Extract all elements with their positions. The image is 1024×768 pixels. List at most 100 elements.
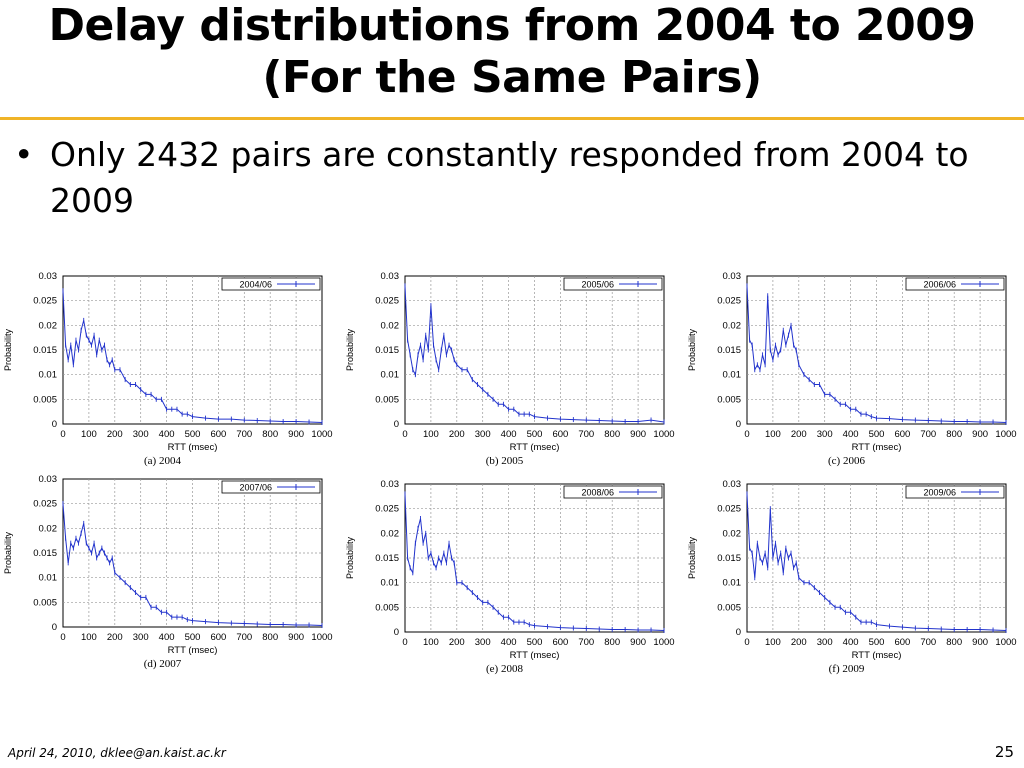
x-tick-label: 800 <box>946 637 962 648</box>
legend-label: 2004/06 <box>239 280 272 290</box>
y-tick-label: 0 <box>736 627 741 638</box>
x-axis-label: RTT (msec) <box>168 645 218 656</box>
chart-panel-2008: 0 100 200 300 400 500 600 700 800 900 1000 0 0.005 0.… <box>342 473 682 698</box>
legend-label: 2009/06 <box>923 488 956 498</box>
x-tick-label: 200 <box>107 632 123 643</box>
y-axis-label: Probability <box>345 328 355 371</box>
chart-panel-2004: 0 100 200 300 400 500 600 700 800 900 1000 0 0.005 0.… <box>0 265 340 490</box>
x-tick-label: 1000 <box>653 429 674 440</box>
chart-svg: 0 100 200 300 400 500 600 700 800 900 1000 0 0.005 0.… <box>345 271 675 467</box>
y-tick-label: 0.025 <box>375 296 399 307</box>
x-tick-label: 800 <box>604 637 620 648</box>
y-axis-label: Probability <box>687 536 697 579</box>
x-tick-label: 700 <box>236 632 252 643</box>
y-tick-label: 0.01 <box>39 573 58 584</box>
x-tick-label: 900 <box>972 429 988 440</box>
x-tick-label: 300 <box>817 429 833 440</box>
y-tick-label: 0.02 <box>39 523 58 534</box>
legend-label: 2006/06 <box>923 280 956 290</box>
x-axis-label: RTT (msec) <box>510 650 560 661</box>
x-tick-label: 100 <box>81 429 97 440</box>
x-tick-label: 200 <box>107 429 123 440</box>
x-tick-label: 700 <box>578 637 594 648</box>
x-axis-label: RTT (msec) <box>852 650 902 661</box>
page-number: 25 <box>994 743 1014 761</box>
x-tick-label: 100 <box>765 429 781 440</box>
y-tick-label: 0 <box>52 419 57 430</box>
x-tick-label: 300 <box>475 429 491 440</box>
legend-label: 2007/06 <box>239 483 272 493</box>
x-tick-label: 700 <box>920 637 936 648</box>
chart-caption: (a) 2004 <box>144 455 181 467</box>
x-tick-label: 600 <box>894 429 910 440</box>
y-tick-label: 0 <box>394 627 399 638</box>
x-tick-label: 200 <box>449 637 465 648</box>
y-tick-label: 0.01 <box>381 578 400 589</box>
x-axis-label: RTT (msec) <box>852 442 902 453</box>
x-tick-label: 700 <box>920 429 936 440</box>
series-line <box>746 285 1007 423</box>
chart-caption: (f) 2009 <box>829 663 865 675</box>
y-tick-label: 0.02 <box>39 320 58 331</box>
y-tick-label: 0 <box>52 622 57 633</box>
footer-date-email: April 24, 2010, dklee@an.kaist.ac.kr <box>8 746 226 760</box>
series-line <box>746 493 1007 631</box>
slide-title: Delay distributions from 2004 to 2009 (F… <box>0 0 1024 104</box>
x-tick-label: 700 <box>578 429 594 440</box>
title-divider <box>0 117 1024 120</box>
y-tick-label: 0.03 <box>381 271 400 282</box>
chart-panel-2007: 0 100 200 300 400 500 600 700 800 900 1000 0 0.005 0.… <box>0 468 340 693</box>
x-tick-label: 100 <box>81 632 97 643</box>
legend-label: 2005/06 <box>581 280 614 290</box>
bullet-text: Only 2432 pairs are constantly responded… <box>50 135 969 220</box>
chart-caption: (d) 2007 <box>144 658 182 670</box>
y-axis-label: Probability <box>687 328 697 371</box>
x-tick-label: 100 <box>423 429 439 440</box>
slide-title-line2: (For the Same Pairs) <box>262 52 762 103</box>
x-tick-label: 200 <box>791 429 807 440</box>
y-tick-label: 0.02 <box>381 320 400 331</box>
x-tick-label: 900 <box>630 429 646 440</box>
x-tick-label: 800 <box>946 429 962 440</box>
x-tick-label: 300 <box>133 632 149 643</box>
y-tick-label: 0.01 <box>39 370 58 381</box>
x-tick-label: 0 <box>60 429 65 440</box>
x-axis-label: RTT (msec) <box>168 442 218 453</box>
y-tick-label: 0.03 <box>723 479 742 490</box>
series-line <box>62 503 323 626</box>
x-tick-label: 500 <box>869 637 885 648</box>
chart-svg: 0 100 200 300 400 500 600 700 800 900 1000 0 0.005 0.… <box>687 271 1017 467</box>
y-tick-label: 0.025 <box>375 504 399 515</box>
x-tick-label: 1000 <box>311 632 332 643</box>
y-tick-label: 0 <box>394 419 399 430</box>
x-tick-label: 800 <box>262 632 278 643</box>
y-tick-label: 0.015 <box>375 553 399 564</box>
x-tick-label: 600 <box>552 637 568 648</box>
y-tick-label: 0.025 <box>717 296 741 307</box>
x-axis-label: RTT (msec) <box>510 442 560 453</box>
chart-svg: 0 100 200 300 400 500 600 700 800 900 1000 0 0.005 0.… <box>687 479 1017 675</box>
x-tick-label: 500 <box>527 637 543 648</box>
x-tick-label: 900 <box>630 637 646 648</box>
chart-caption: (c) 2006 <box>828 455 865 467</box>
y-tick-label: 0.01 <box>381 370 400 381</box>
x-tick-label: 200 <box>791 637 807 648</box>
series-line <box>62 290 323 423</box>
x-tick-label: 600 <box>210 632 226 643</box>
y-tick-label: 0.015 <box>375 345 399 356</box>
x-tick-label: 400 <box>159 429 175 440</box>
y-tick-label: 0.005 <box>717 394 741 405</box>
series-line <box>404 493 665 631</box>
x-tick-label: 500 <box>185 632 201 643</box>
x-tick-label: 1000 <box>311 429 332 440</box>
y-tick-label: 0.01 <box>723 578 742 589</box>
y-tick-label: 0.02 <box>723 528 742 539</box>
x-tick-label: 400 <box>843 429 859 440</box>
x-tick-label: 0 <box>60 632 65 643</box>
y-axis-label: Probability <box>345 536 355 579</box>
y-tick-label: 0.02 <box>723 320 742 331</box>
x-tick-label: 700 <box>236 429 252 440</box>
chart-caption: (e) 2008 <box>486 663 523 675</box>
y-tick-label: 0.025 <box>33 296 57 307</box>
x-tick-label: 0 <box>402 637 407 648</box>
